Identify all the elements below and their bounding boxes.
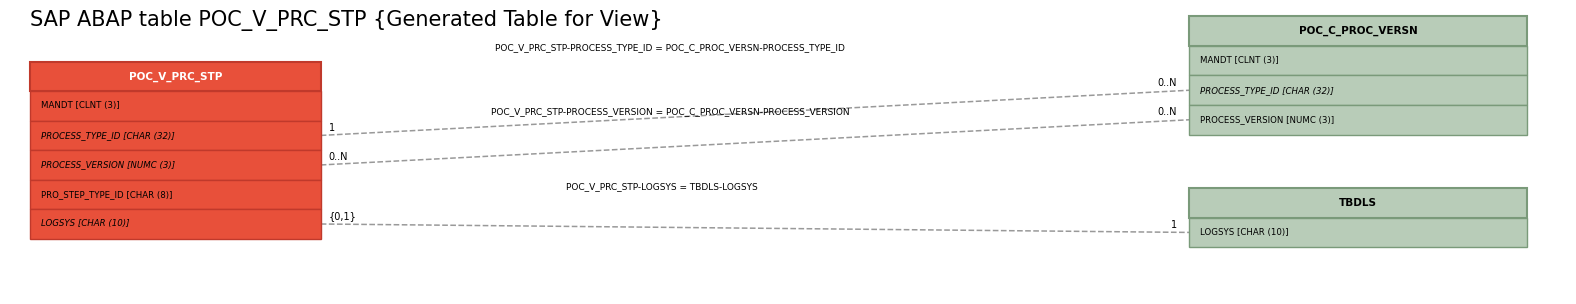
- FancyBboxPatch shape: [30, 91, 322, 121]
- FancyBboxPatch shape: [30, 121, 322, 150]
- Text: TBDLS: TBDLS: [1340, 198, 1377, 208]
- Text: MANDT [CLNT (3)]: MANDT [CLNT (3)]: [41, 102, 120, 110]
- Text: SAP ABAP table POC_V_PRC_STP {Generated Table for View}: SAP ABAP table POC_V_PRC_STP {Generated …: [30, 10, 662, 31]
- FancyBboxPatch shape: [1190, 218, 1527, 247]
- FancyBboxPatch shape: [30, 62, 322, 91]
- Text: LOGSYS [CHAR (10)]: LOGSYS [CHAR (10)]: [41, 219, 129, 229]
- Text: POC_V_PRC_STP-PROCESS_TYPE_ID = POC_C_PROC_VERSN-PROCESS_TYPE_ID: POC_V_PRC_STP-PROCESS_TYPE_ID = POC_C_PR…: [495, 43, 845, 53]
- Text: 0..N: 0..N: [329, 152, 348, 162]
- FancyBboxPatch shape: [1190, 16, 1527, 46]
- Text: {0,1}: {0,1}: [329, 212, 356, 221]
- FancyBboxPatch shape: [1190, 188, 1527, 218]
- FancyBboxPatch shape: [1190, 46, 1527, 75]
- Text: PROCESS_TYPE_ID [CHAR (32)]: PROCESS_TYPE_ID [CHAR (32)]: [1201, 86, 1333, 95]
- FancyBboxPatch shape: [30, 209, 322, 239]
- FancyBboxPatch shape: [1190, 75, 1527, 105]
- FancyBboxPatch shape: [30, 150, 322, 180]
- Text: 1: 1: [1171, 220, 1177, 230]
- Text: 0..N: 0..N: [1157, 78, 1177, 88]
- Text: PRO_STEP_TYPE_ID [CHAR (8)]: PRO_STEP_TYPE_ID [CHAR (8)]: [41, 190, 172, 199]
- Text: PROCESS_TYPE_ID [CHAR (32)]: PROCESS_TYPE_ID [CHAR (32)]: [41, 131, 175, 140]
- Text: 0..N: 0..N: [1157, 107, 1177, 117]
- FancyBboxPatch shape: [30, 180, 322, 209]
- Text: POC_V_PRC_STP-LOGSYS = TBDLS-LOGSYS: POC_V_PRC_STP-LOGSYS = TBDLS-LOGSYS: [566, 182, 758, 191]
- Text: POC_C_PROC_VERSN: POC_C_PROC_VERSN: [1299, 26, 1418, 36]
- Text: POC_V_PRC_STP-PROCESS_VERSION = POC_C_PROC_VERSN-PROCESS_VERSION: POC_V_PRC_STP-PROCESS_VERSION = POC_C_PR…: [490, 107, 849, 116]
- Text: 1: 1: [329, 123, 334, 133]
- FancyBboxPatch shape: [1190, 105, 1527, 135]
- Text: POC_V_PRC_STP: POC_V_PRC_STP: [129, 71, 222, 81]
- Text: PROCESS_VERSION [NUMC (3)]: PROCESS_VERSION [NUMC (3)]: [1201, 115, 1335, 124]
- Text: PROCESS_VERSION [NUMC (3)]: PROCESS_VERSION [NUMC (3)]: [41, 161, 175, 169]
- Text: LOGSYS [CHAR (10)]: LOGSYS [CHAR (10)]: [1201, 228, 1289, 237]
- Text: MANDT [CLNT (3)]: MANDT [CLNT (3)]: [1201, 56, 1278, 65]
